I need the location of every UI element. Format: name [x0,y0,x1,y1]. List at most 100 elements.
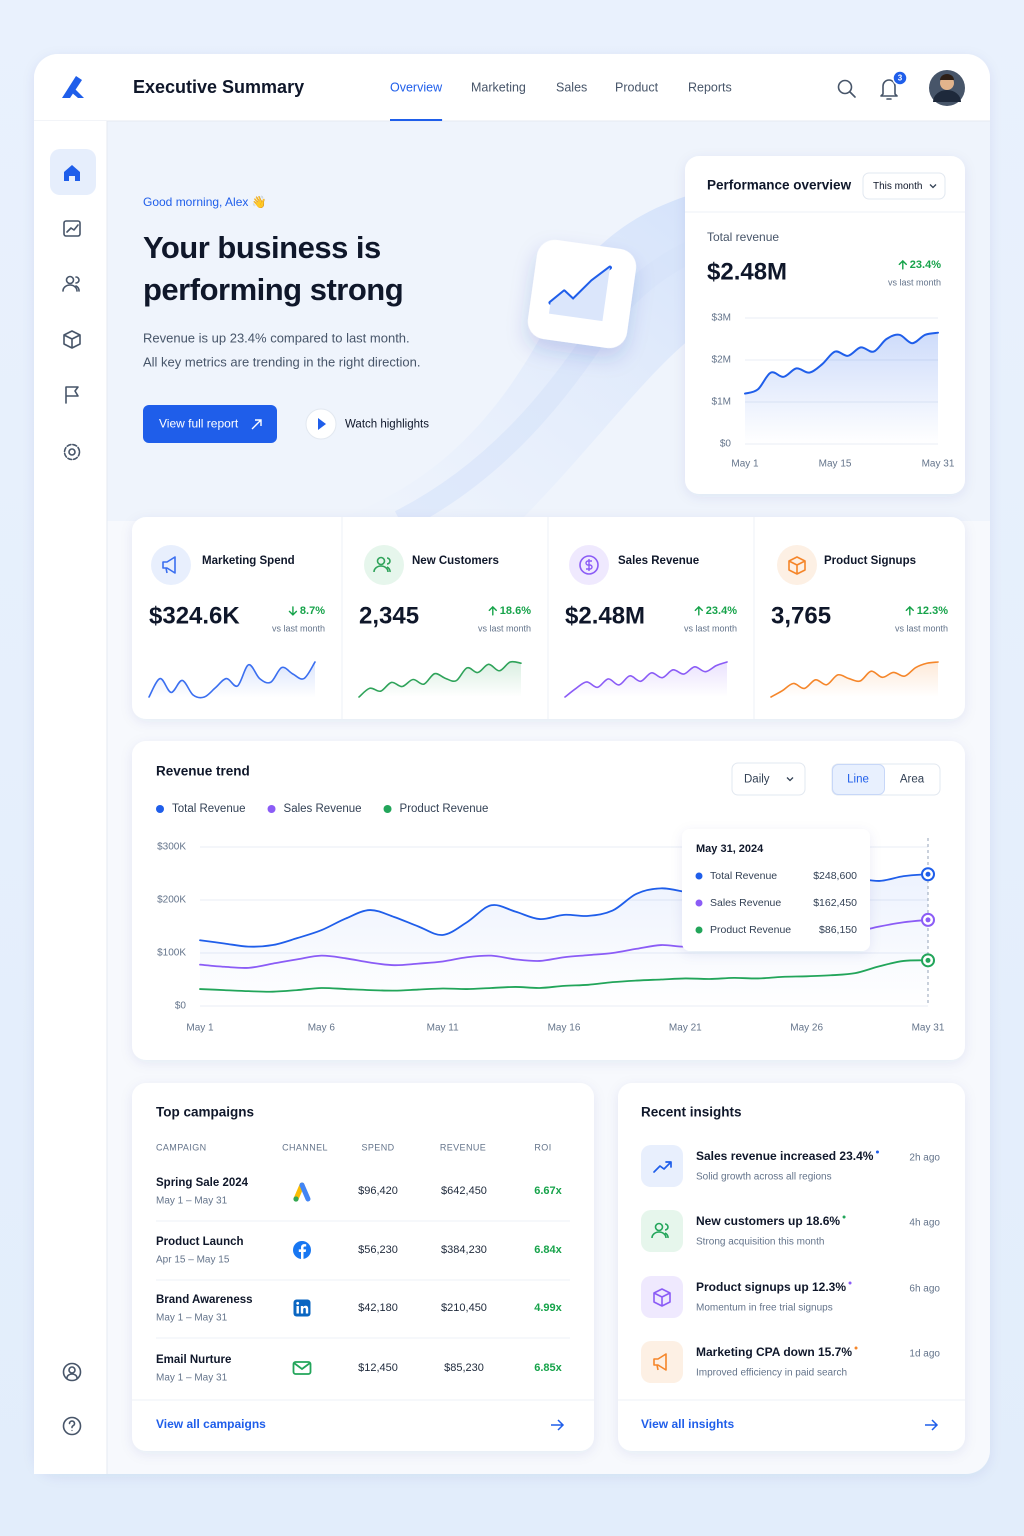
tooltip-label: Total Revenue [710,870,777,882]
help-icon[interactable] [62,1416,82,1436]
view-all-link[interactable]: View all insights [641,1417,734,1431]
view-option[interactable]: Area [900,774,925,786]
notifications-icon[interactable] [880,79,898,100]
linkedin-icon [293,1299,311,1317]
primary-button[interactable] [143,405,277,443]
change-arrow [905,605,914,616]
nav-tab[interactable]: Marketing [471,80,526,94]
kpi-change: 12.3% [917,605,948,617]
line [744,331,939,395]
search-icon[interactable] [837,79,856,98]
nav-tab[interactable]: Sales [556,80,587,94]
campaign-roi: 6.85x [534,1362,562,1374]
insight-detail: Improved efficiency in paid search [696,1368,847,1379]
view-option[interactable]: Line [847,774,869,786]
kpi-note: vs last month [895,623,948,633]
home-icon[interactable] [64,165,80,181]
interval-dropdown[interactable] [731,762,806,796]
play-icon [318,418,326,430]
insight-time: 6h ago [909,1284,940,1295]
kpi-value: 2,345 [359,602,419,629]
insight-detail: Momentum in free trial signups [696,1303,833,1314]
tooltip-value: $86,150 [819,924,857,936]
kpi-name: New Customers [412,555,499,567]
link-arrow [925,1419,939,1431]
interval-label[interactable]: Daily [744,774,770,786]
kpi-note: vs last month [272,623,325,633]
campaign-revenue: $210,450 [441,1302,487,1314]
settings-icon[interactable] [63,443,81,461]
insight-time: 1d ago [909,1349,940,1360]
secondary-button[interactable]: Watch highlights [345,419,429,431]
metric-value: $2.48M [707,258,787,285]
column-header: ROI [534,1142,551,1152]
tooltip-label: Sales Revenue [710,897,781,909]
page-title: Executive Summary [133,77,304,97]
flag-icon[interactable] [65,386,79,404]
tooltip-label: Product Revenue [710,924,791,936]
legend-label: Product Revenue [400,803,489,815]
campaign-dates: May 1 – May 31 [156,1196,228,1207]
header [34,100,990,121]
x-tick-label: May 1 [731,459,759,470]
kpi-note: vs last month [684,623,737,633]
analytics-icon[interactable] [63,220,81,237]
y-tick-label: $200K [157,895,186,906]
sidebar [34,121,107,1474]
area-fill [565,662,727,697]
nav-tab[interactable]: Overview [390,80,443,94]
campaign-spend: $42,180 [358,1302,398,1314]
greeting: Good morning, Alex 👋 [143,195,267,209]
insight-icon [641,1341,683,1383]
tooltip [682,829,870,951]
nav-tab[interactable]: Reports [688,80,732,94]
tooltip-marker [695,872,703,880]
line [358,660,522,698]
area-fill [745,332,938,444]
hero-illustration [527,239,637,349]
x-tick-label: May 1 [186,1023,214,1034]
campaign-roi: 6.67x [534,1185,562,1197]
logo [62,76,84,98]
legend-label: Sales Revenue [284,803,362,815]
insight-icon [641,1276,683,1318]
profile-icon[interactable] [62,1362,82,1382]
view-all-link[interactable]: View all campaigns [156,1417,266,1431]
nav-tab[interactable]: Product [615,80,659,94]
tooltip-date: May 31, 2024 [696,843,764,855]
y-tick-label: $300K [157,842,186,853]
insight-icon [641,1145,683,1187]
campaign-name: Product Launch [156,1236,244,1248]
x-tick-label: May 15 [819,459,852,470]
chevron [786,777,794,782]
card-title: Revenue trend [156,764,250,779]
kpi-icon [777,545,817,585]
tooltip-marker [695,926,703,934]
period-label[interactable]: This month [873,181,922,192]
insights-card [618,1083,965,1451]
legend-marker [267,805,276,813]
area-fill [771,662,938,697]
campaign-dates: May 1 – May 31 [156,1373,228,1384]
card-title: Performance overview [707,178,852,193]
email-icon [292,1361,312,1375]
avatar[interactable] [929,70,965,106]
campaign-revenue: $642,450 [441,1185,487,1197]
period-dropdown[interactable] [862,172,946,200]
primary-button-label[interactable]: View full report [159,417,239,431]
kpi-name: Product Signups [824,555,916,567]
column-header: SPEND [361,1142,394,1152]
users-icon[interactable] [62,275,80,292]
campaign-name: Email Nurture [156,1354,231,1366]
hero-text: Revenue is up 23.4% compared to last mon… [143,330,410,345]
y-tick-label: $0 [720,439,732,450]
view-toggle-active[interactable] [832,764,885,795]
tooltip-value: $248,600 [813,870,857,882]
kpi-value: $2.48M [565,602,645,629]
product-icon[interactable] [63,330,81,349]
x-tick-label: May 31 [912,1023,945,1034]
metric-change: 23.4% [910,259,941,271]
insight-title: New customers up 18.6% [696,1214,840,1228]
button-arrow [251,419,262,430]
legend-marker [156,805,164,813]
